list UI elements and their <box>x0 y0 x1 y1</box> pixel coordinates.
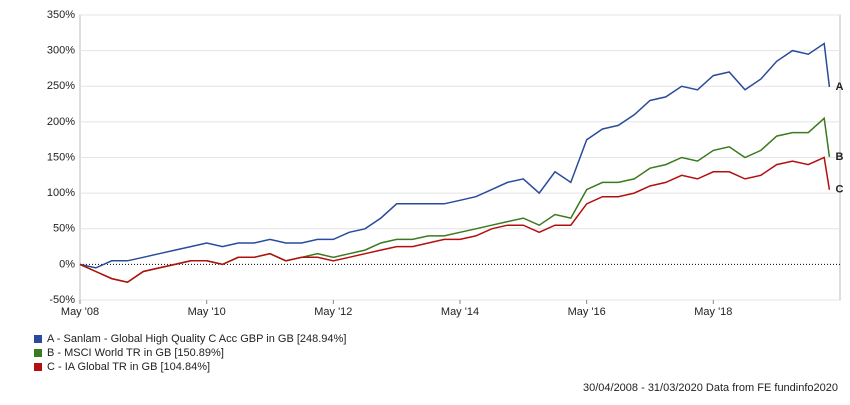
y-tick-label: 150% <box>47 151 75 163</box>
x-tick-label: May '14 <box>441 306 479 318</box>
y-tick-label: 100% <box>47 187 75 199</box>
end-label: C <box>835 184 843 196</box>
y-tick-label: -50% <box>49 294 75 306</box>
footer: 30/04/2008 - 31/03/2020 Data from FE fun… <box>583 382 838 394</box>
legend-swatch <box>34 349 42 357</box>
legend-label: A - Sanlam - Global High Quality C Acc G… <box>47 333 346 345</box>
y-tick-label: 200% <box>47 116 75 128</box>
y-tick-label: 250% <box>47 80 75 92</box>
x-tick-label: May '12 <box>314 306 352 318</box>
legend-label: B - MSCI World TR in GB [150.89%] <box>47 347 224 359</box>
legend-label: C - IA Global TR in GB [104.84%] <box>47 361 210 373</box>
legend-swatch <box>34 363 42 371</box>
y-tick-label: 350% <box>47 9 75 21</box>
series-line <box>79 42 831 269</box>
y-tick-label: 50% <box>53 223 75 235</box>
series-line <box>79 156 831 284</box>
legend-swatch <box>34 335 42 343</box>
y-tick-label: 300% <box>47 45 75 57</box>
end-label: A <box>835 81 843 93</box>
x-tick-label: May '16 <box>568 306 606 318</box>
x-tick-label: May '10 <box>188 306 226 318</box>
x-tick-label: May '08 <box>61 306 99 318</box>
x-tick-label: May '18 <box>694 306 732 318</box>
end-label: B <box>835 151 843 163</box>
series-line <box>79 116 831 284</box>
y-tick-label: 0% <box>59 258 75 270</box>
